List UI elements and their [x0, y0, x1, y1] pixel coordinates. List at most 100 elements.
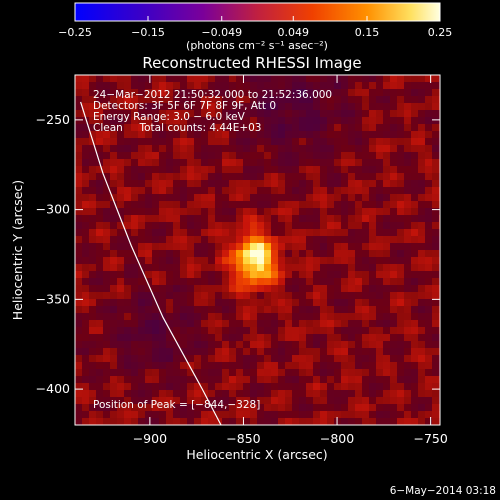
heatmap-cell	[138, 82, 146, 90]
heatmap-cell	[397, 306, 405, 314]
heatmap-cell	[215, 285, 223, 293]
heatmap-cell	[222, 397, 230, 405]
heatmap-cell	[201, 229, 209, 237]
heatmap-cell	[166, 348, 174, 356]
heatmap-cell	[229, 208, 237, 216]
heatmap-cell	[404, 320, 412, 328]
heatmap-cell	[145, 418, 153, 425]
heatmap-cell	[390, 292, 398, 300]
heatmap-cell	[334, 138, 342, 146]
heatmap-cell	[96, 285, 104, 293]
heatmap-cell	[425, 243, 433, 251]
heatmap-cell	[327, 327, 335, 335]
heatmap-cell	[327, 173, 335, 181]
heatmap-cell	[96, 306, 104, 314]
heatmap-cell	[411, 376, 419, 384]
heatmap-cell	[159, 320, 167, 328]
heatmap-cell	[145, 278, 153, 286]
heatmap-cell	[187, 404, 195, 412]
heatmap-cell	[250, 194, 258, 202]
heatmap-cell	[75, 103, 83, 111]
heatmap-cell	[411, 264, 419, 272]
heatmap-cell	[327, 341, 335, 349]
heatmap-cell	[194, 75, 202, 83]
heatmap-cell	[110, 299, 118, 307]
heatmap-cell	[411, 138, 419, 146]
heatmap-cell	[250, 180, 258, 188]
heatmap-cell	[285, 243, 293, 251]
heatmap-cell	[257, 180, 265, 188]
heatmap-cell	[194, 341, 202, 349]
heatmap-cell	[306, 201, 314, 209]
heatmap-cell	[376, 117, 384, 125]
heatmap-cell	[187, 383, 195, 391]
heatmap-cell	[215, 404, 223, 412]
heatmap-cell	[271, 173, 279, 181]
heatmap-cell	[250, 166, 258, 174]
heatmap-cell	[215, 397, 223, 405]
heatmap-cell	[145, 306, 153, 314]
heatmap-cell	[341, 215, 349, 223]
heatmap-cell	[397, 334, 405, 342]
heatmap-cell	[432, 411, 440, 419]
heatmap-cell	[264, 82, 272, 90]
heatmap-cell	[215, 236, 223, 244]
heatmap-cell	[299, 376, 307, 384]
heatmap-cell	[166, 313, 174, 321]
heatmap-cell	[411, 285, 419, 293]
heatmap-cell	[222, 117, 230, 125]
heatmap-cell	[194, 362, 202, 370]
heatmap-cell	[292, 82, 300, 90]
heatmap-cell	[362, 334, 370, 342]
heatmap-cell	[250, 348, 258, 356]
heatmap-cell	[313, 390, 321, 398]
heatmap-cell	[180, 320, 188, 328]
heatmap-cell	[215, 75, 223, 83]
heatmap-cell	[131, 243, 139, 251]
heatmap-cell	[376, 208, 384, 216]
heatmap-cell	[418, 418, 426, 425]
heatmap-cell	[138, 75, 146, 83]
heatmap-cell	[418, 103, 426, 111]
heatmap-cell	[173, 75, 181, 83]
heatmap-cell	[138, 299, 146, 307]
heatmap-cell	[103, 96, 111, 104]
heatmap-cell	[103, 173, 111, 181]
heatmap-cell	[411, 89, 419, 97]
heatmap-cell	[131, 152, 139, 160]
heatmap-cell	[117, 117, 125, 125]
heatmap-cell	[334, 369, 342, 377]
heatmap-cell	[383, 201, 391, 209]
heatmap-cell	[397, 313, 405, 321]
heatmap-cell	[75, 173, 83, 181]
heatmap-cell	[180, 166, 188, 174]
heatmap-cell	[278, 334, 286, 342]
heatmap-cell	[369, 292, 377, 300]
heatmap-cell	[299, 348, 307, 356]
heatmap-cell	[355, 145, 363, 153]
heatmap-cell	[362, 362, 370, 370]
heatmap-cell	[187, 320, 195, 328]
heatmap-cell	[362, 411, 370, 419]
heatmap-cell	[222, 159, 230, 167]
heatmap-cell	[355, 131, 363, 139]
heatmap-cell	[82, 292, 90, 300]
heatmap-cell	[299, 145, 307, 153]
heatmap-cell	[82, 278, 90, 286]
heatmap-cell	[320, 299, 328, 307]
heatmap-cell	[362, 110, 370, 118]
heatmap-cell	[362, 306, 370, 314]
heatmap-cell	[278, 96, 286, 104]
heatmap-cell	[390, 131, 398, 139]
heatmap-cell	[159, 348, 167, 356]
heatmap-cell	[411, 201, 419, 209]
heatmap-cell	[152, 110, 160, 118]
heatmap-cell	[390, 355, 398, 363]
heatmap-cell	[166, 75, 174, 83]
heatmap-cell	[397, 362, 405, 370]
heatmap-cell	[117, 327, 125, 335]
heatmap-cell	[243, 320, 251, 328]
heatmap-cell	[131, 404, 139, 412]
heatmap-cell	[397, 124, 405, 132]
heatmap-cell	[96, 124, 104, 132]
